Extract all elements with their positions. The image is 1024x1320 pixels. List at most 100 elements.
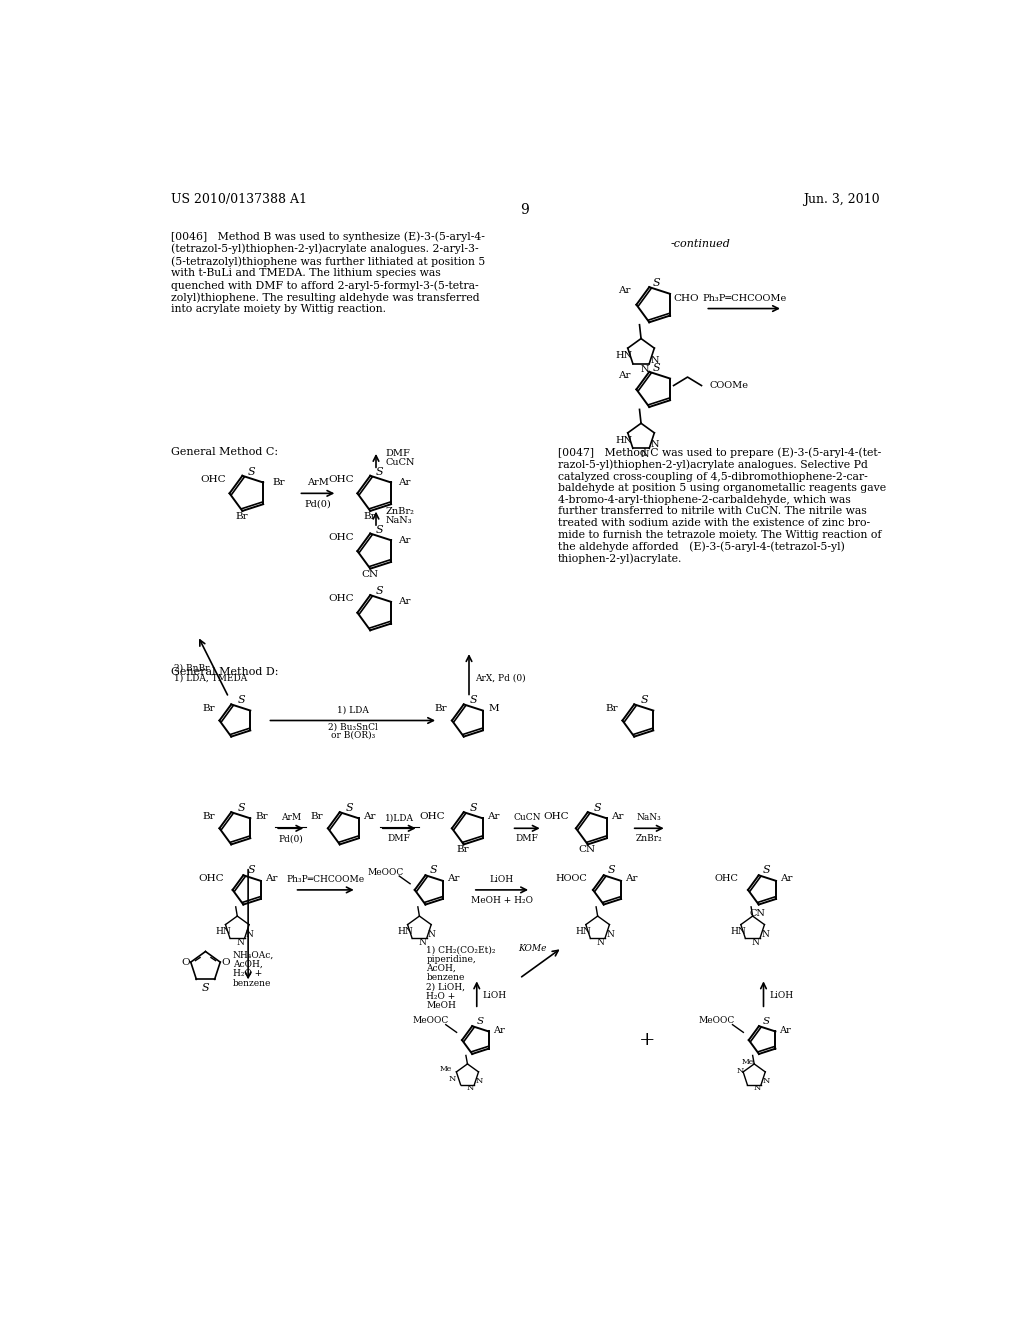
Text: Ar: Ar bbox=[611, 812, 624, 821]
Text: MeOH + H₂O: MeOH + H₂O bbox=[471, 896, 532, 906]
Text: S: S bbox=[470, 696, 477, 705]
Text: DMF: DMF bbox=[388, 834, 411, 843]
Text: Ar: Ar bbox=[447, 874, 460, 883]
Text: 1)LDA: 1)LDA bbox=[385, 813, 414, 822]
Text: N: N bbox=[650, 355, 659, 364]
Text: MeOH: MeOH bbox=[426, 1001, 457, 1010]
Text: N: N bbox=[428, 931, 436, 939]
Text: S: S bbox=[238, 696, 245, 705]
Text: US 2010/0137388 A1: US 2010/0137388 A1 bbox=[171, 193, 306, 206]
Text: MeOOC: MeOOC bbox=[412, 1015, 449, 1024]
Text: N: N bbox=[736, 1067, 744, 1074]
Text: HN: HN bbox=[215, 927, 231, 936]
Text: Ar: Ar bbox=[493, 1027, 505, 1035]
Text: OHC: OHC bbox=[201, 475, 226, 484]
Text: Ar: Ar bbox=[397, 536, 411, 545]
Text: 2) BnBr: 2) BnBr bbox=[174, 664, 210, 673]
Text: HN: HN bbox=[397, 927, 414, 936]
Text: N: N bbox=[761, 931, 769, 939]
Text: +: + bbox=[639, 1031, 655, 1049]
Text: LiOH: LiOH bbox=[483, 991, 507, 999]
Text: Br: Br bbox=[364, 512, 376, 521]
Text: N: N bbox=[467, 1084, 474, 1092]
Text: CHO: CHO bbox=[673, 294, 698, 304]
Text: N: N bbox=[475, 1077, 482, 1085]
Text: S: S bbox=[763, 865, 770, 875]
Text: S: S bbox=[238, 804, 245, 813]
Text: ZnBr₂: ZnBr₂ bbox=[636, 834, 663, 843]
Text: Br: Br bbox=[236, 512, 248, 521]
Text: HN: HN bbox=[575, 927, 592, 936]
Text: MeOOC: MeOOC bbox=[698, 1015, 735, 1024]
Text: O: O bbox=[181, 958, 189, 966]
Text: N: N bbox=[597, 937, 605, 946]
Text: benzene: benzene bbox=[232, 978, 271, 987]
Text: HOOC: HOOC bbox=[555, 874, 587, 883]
Text: NH₄OAc,: NH₄OAc, bbox=[232, 950, 273, 960]
Text: LiOH: LiOH bbox=[489, 875, 514, 884]
Text: CuCN: CuCN bbox=[385, 458, 415, 467]
Text: CN: CN bbox=[579, 845, 595, 854]
Text: 1) LDA: 1) LDA bbox=[337, 705, 369, 714]
Text: S: S bbox=[248, 865, 255, 875]
Text: Ph₃P═CHCOOMe: Ph₃P═CHCOOMe bbox=[287, 875, 365, 884]
Text: S: S bbox=[476, 1018, 483, 1026]
Text: [0046]   Method B was used to synthesize (E)-3-(5-aryl-4-
(tetrazol-5-yl)thiophe: [0046] Method B was used to synthesize (… bbox=[171, 231, 485, 314]
Text: S: S bbox=[375, 467, 383, 477]
Text: or B(OR)₃: or B(OR)₃ bbox=[331, 730, 375, 739]
Text: NaN₃: NaN₃ bbox=[385, 516, 412, 525]
Text: Ar: Ar bbox=[617, 286, 630, 296]
Text: OHC: OHC bbox=[329, 533, 354, 541]
Text: S: S bbox=[202, 982, 209, 993]
Text: OHC: OHC bbox=[715, 874, 738, 883]
Text: S: S bbox=[470, 804, 477, 813]
Text: DMF: DMF bbox=[516, 834, 539, 843]
Text: OHC: OHC bbox=[198, 874, 223, 883]
Text: S: S bbox=[763, 1018, 770, 1026]
Text: Ar: Ar bbox=[265, 874, 278, 883]
Text: Br: Br bbox=[605, 705, 617, 713]
Text: ArM: ArM bbox=[281, 813, 301, 822]
Text: 2) Bu₃SnCl: 2) Bu₃SnCl bbox=[328, 723, 378, 731]
Text: M: M bbox=[488, 705, 499, 713]
Text: N: N bbox=[237, 937, 245, 946]
Text: Jun. 3, 2010: Jun. 3, 2010 bbox=[803, 193, 880, 206]
Text: ArM: ArM bbox=[307, 478, 329, 487]
Text: COOMe: COOMe bbox=[710, 381, 749, 389]
Text: Ph₃P═CHCOOMe: Ph₃P═CHCOOMe bbox=[702, 294, 786, 304]
Text: S: S bbox=[429, 865, 437, 875]
Text: Ar: Ar bbox=[397, 598, 411, 606]
Text: Ar: Ar bbox=[487, 812, 500, 821]
Text: benzene: benzene bbox=[426, 973, 465, 982]
Text: N: N bbox=[752, 937, 760, 946]
Text: Ar: Ar bbox=[397, 478, 411, 487]
Text: S: S bbox=[375, 586, 383, 597]
Text: Br: Br bbox=[435, 705, 447, 713]
Text: N: N bbox=[641, 450, 649, 458]
Text: S: S bbox=[346, 804, 353, 813]
Text: S: S bbox=[652, 279, 660, 288]
Text: 2) LiOH,: 2) LiOH, bbox=[426, 982, 465, 991]
Text: LiOH: LiOH bbox=[770, 991, 794, 999]
Text: 9: 9 bbox=[520, 203, 529, 216]
Text: -continued: -continued bbox=[671, 239, 730, 249]
Text: HN: HN bbox=[731, 927, 746, 936]
Text: OHC: OHC bbox=[543, 812, 568, 821]
Text: S: S bbox=[640, 696, 648, 705]
Text: NaN₃: NaN₃ bbox=[637, 813, 662, 822]
Text: N: N bbox=[762, 1077, 769, 1085]
Text: 1) LDA, TMEDA: 1) LDA, TMEDA bbox=[174, 673, 248, 682]
Text: Br: Br bbox=[311, 812, 324, 821]
Text: Ar: Ar bbox=[780, 874, 793, 883]
Text: 1) CH₂(CO₂Et)₂: 1) CH₂(CO₂Et)₂ bbox=[426, 945, 496, 954]
Text: Me: Me bbox=[439, 1065, 452, 1073]
Text: Pd(0): Pd(0) bbox=[279, 834, 303, 843]
Text: N: N bbox=[246, 931, 254, 939]
Text: H₂O +: H₂O + bbox=[426, 991, 456, 1001]
Text: Ar: Ar bbox=[364, 812, 376, 821]
Text: OHC: OHC bbox=[329, 594, 354, 603]
Text: OHC: OHC bbox=[329, 475, 354, 484]
Text: ZnBr₂: ZnBr₂ bbox=[385, 507, 414, 516]
Text: Pd(0): Pd(0) bbox=[304, 499, 331, 508]
Text: Br: Br bbox=[272, 478, 286, 487]
